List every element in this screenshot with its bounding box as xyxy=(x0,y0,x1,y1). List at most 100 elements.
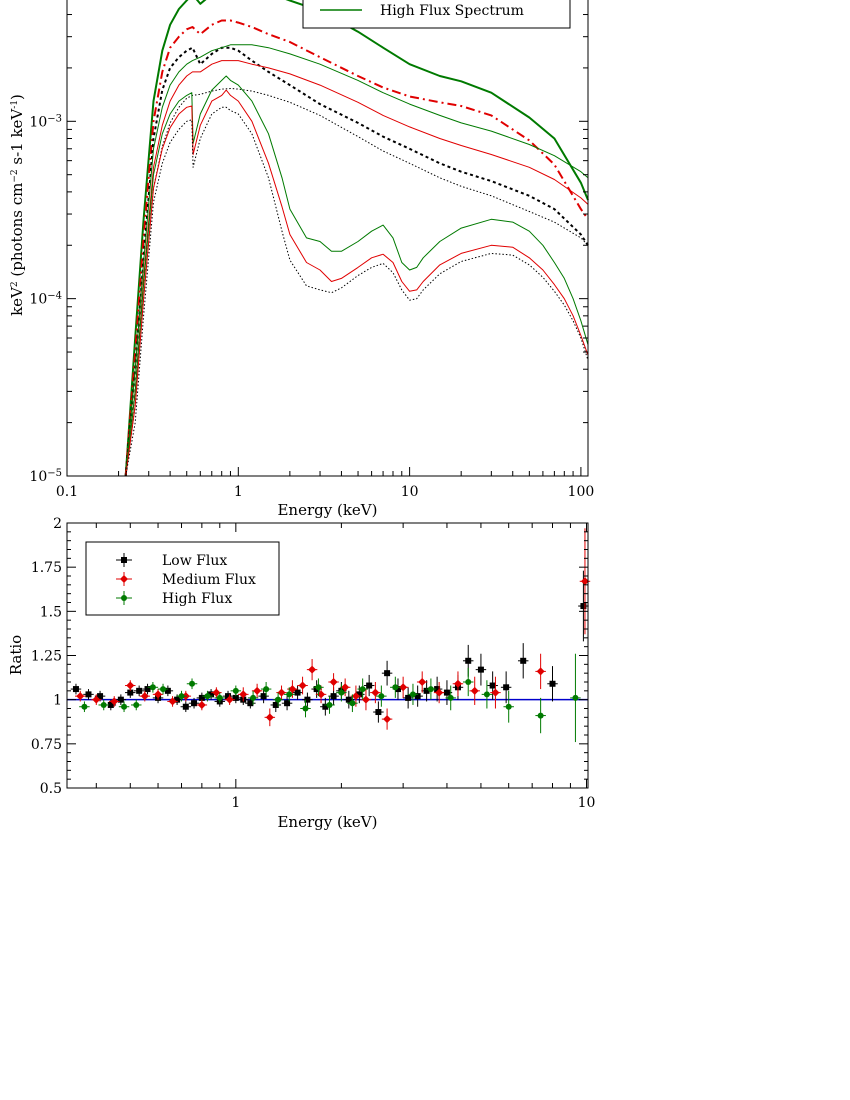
ratio-point-low xyxy=(547,666,558,702)
ratio-point-medium xyxy=(452,671,464,697)
ratio-point-medium xyxy=(306,659,318,681)
spectrum-curve-4 xyxy=(125,60,589,477)
ratio-point-medium xyxy=(264,708,276,727)
ratio-marker-high xyxy=(100,701,107,708)
ratio-point-low xyxy=(302,692,313,707)
ratio-legend-marker-medium xyxy=(120,575,128,583)
ratio-x-axis-title: Energy (keV) xyxy=(277,813,377,831)
ratio-marker-low xyxy=(366,682,373,689)
spectrum-x-tick-label-0: 0.1 xyxy=(56,484,78,500)
ratio-y-axis-title: Ratio xyxy=(7,635,25,675)
ratio-marker-high xyxy=(315,684,322,691)
ratio-marker-low xyxy=(405,694,412,701)
ratio-marker-medium xyxy=(399,683,408,692)
ratio-y-tick-label-5: 1.75 xyxy=(31,560,62,576)
ratio-point-high xyxy=(300,699,311,718)
ratio-point-low xyxy=(517,643,529,679)
ratio-marker-high xyxy=(216,694,223,701)
ratio-marker-low xyxy=(191,700,198,707)
ratio-legend-label-low: Low Flux xyxy=(162,553,227,569)
ratio-marker-low xyxy=(182,703,189,710)
ratio-marker-high xyxy=(189,680,196,687)
spectrum-curve-3 xyxy=(125,44,589,477)
ratio-point-medium xyxy=(416,671,428,693)
ratio-legend-label-high: High Flux xyxy=(162,591,232,607)
ratio-marker-medium xyxy=(453,679,462,688)
ratio-marker-high xyxy=(121,703,128,710)
ratio-point-medium xyxy=(167,696,178,707)
ratio-marker-medium xyxy=(168,697,177,706)
ratio-marker-low xyxy=(330,693,337,700)
spectrum-x-tick-label-3: 100 xyxy=(568,484,595,500)
ratio-marker-high xyxy=(359,686,366,693)
ratio-marker-medium xyxy=(317,690,326,699)
ratio-marker-low xyxy=(198,694,205,701)
spectrum-curve-8 xyxy=(125,106,589,477)
ratio-marker-medium xyxy=(265,713,274,722)
ratio-y-tick-label-4: 1.5 xyxy=(40,604,62,620)
ratio-point-high xyxy=(357,678,368,700)
ratio-marker-high xyxy=(427,686,434,693)
ratio-point-high xyxy=(260,682,272,697)
ratio-point-low xyxy=(402,687,414,709)
ratio-marker-medium xyxy=(418,678,427,686)
ratio-marker-medium xyxy=(371,688,380,697)
ratio-point-high xyxy=(176,690,187,702)
ratio-series-medium xyxy=(75,528,591,730)
ratio-y-tick-label-6: 2 xyxy=(53,516,62,532)
ratio-point-medium xyxy=(328,673,339,691)
ratio-marker-low xyxy=(127,689,134,696)
ratio-marker-low xyxy=(423,687,430,694)
ratio-marker-medium xyxy=(308,665,317,674)
ratio-marker-medium xyxy=(383,715,392,724)
ratio-marker-medium xyxy=(212,688,221,697)
ratio-marker-high xyxy=(160,686,167,693)
spectrum-curve-6 xyxy=(125,75,589,477)
ratio-point-low xyxy=(83,689,94,700)
ratio-marker-medium xyxy=(580,577,589,586)
ratio-point-high xyxy=(481,680,493,709)
ratio-marker-high xyxy=(302,705,309,712)
spectrum-panel: 0.1 1 10 100 10−5 10−4 10−3 High Flux Spectrum… xyxy=(8,0,594,519)
ratio-point-low xyxy=(245,697,256,709)
ratio-marker-low xyxy=(465,657,472,664)
ratio-marker-low xyxy=(97,693,104,700)
ratio-marker-low xyxy=(322,703,329,710)
ratio-point-low xyxy=(70,683,82,695)
ratio-y-tick-label-3: 1.25 xyxy=(31,649,62,665)
ratio-point-medium xyxy=(276,685,287,700)
ratio-marker-low xyxy=(356,691,363,698)
ratio-marker-low xyxy=(260,693,267,700)
ratio-marker-high xyxy=(178,693,185,700)
ratio-marker-medium xyxy=(225,695,234,704)
ratio-point-high xyxy=(202,690,213,702)
ratio-marker-low xyxy=(477,666,484,673)
ratio-marker-low xyxy=(549,680,556,687)
ratio-marker-low xyxy=(164,687,171,694)
ratio-y-tick-label-1: 0.75 xyxy=(31,737,62,753)
ratio-point-low xyxy=(373,701,384,723)
ratio-point-high xyxy=(535,697,546,734)
spectrum-legend-label: High Flux Spectrum xyxy=(380,3,524,19)
ratio-point-high xyxy=(390,676,401,698)
ratio-marker-low xyxy=(225,693,232,700)
ratio-point-high xyxy=(186,678,198,690)
ratio-y-tick-label-2: 1 xyxy=(53,693,62,709)
ratio-point-high xyxy=(272,692,284,707)
ratio-marker-medium xyxy=(288,685,297,694)
ratio-point-high xyxy=(98,699,109,711)
ratio-marker-medium xyxy=(253,686,262,695)
ratio-point-low xyxy=(292,685,303,700)
ratio-point-low xyxy=(381,660,393,686)
ratio-point-high xyxy=(79,701,90,713)
ratio-marker-medium xyxy=(140,692,149,701)
ratio-point-low xyxy=(487,671,498,700)
ratio-marker-medium xyxy=(126,681,135,690)
spectrum-ticks: 0.1 1 10 100 10−5 10−4 10−3 xyxy=(29,14,595,500)
ratio-marker-high xyxy=(465,679,472,685)
ratio-marker-medium xyxy=(491,688,500,697)
ratio-marker-high xyxy=(537,712,544,719)
ratio-point-high xyxy=(336,683,347,702)
ratio-marker-high xyxy=(263,686,270,693)
